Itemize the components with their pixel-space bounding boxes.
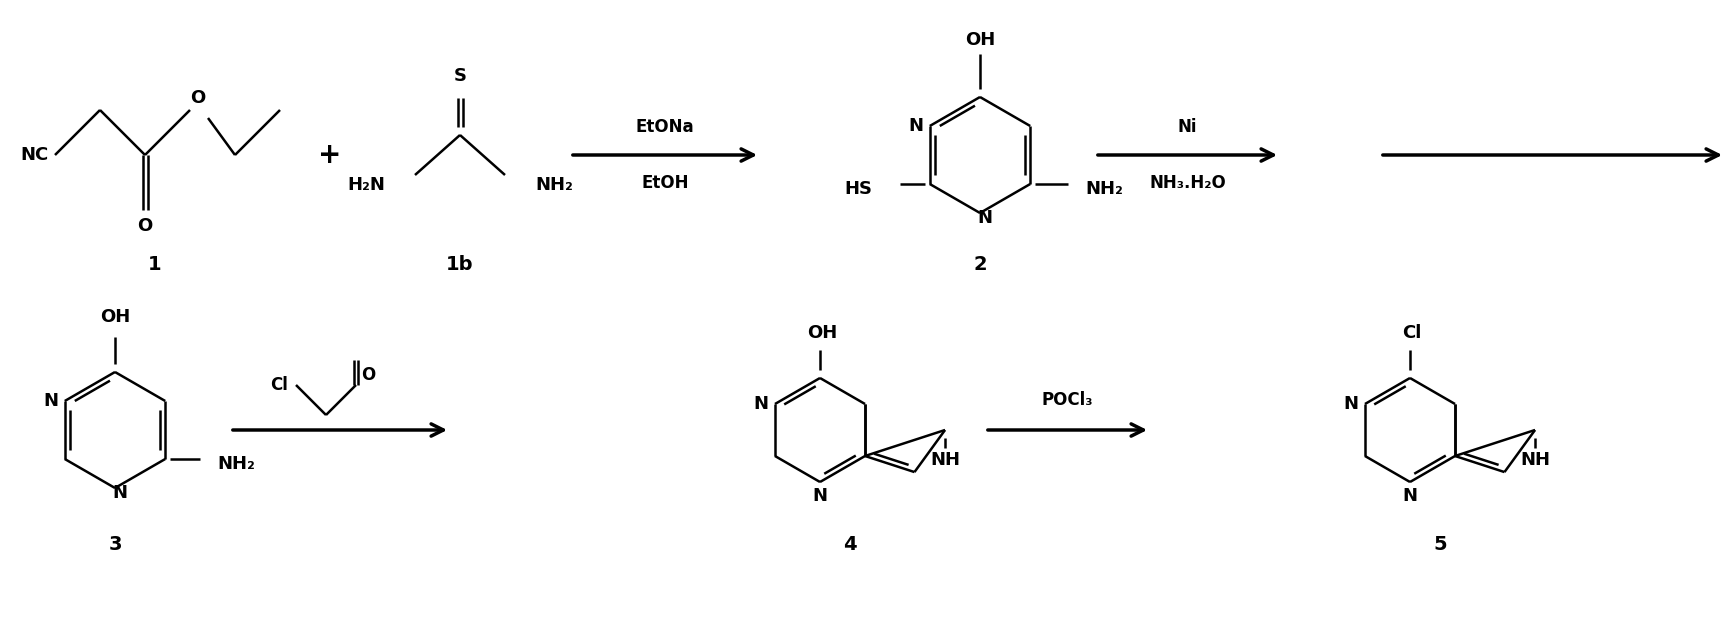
Text: 3: 3 [109, 536, 122, 554]
Text: 4: 4 [844, 536, 857, 554]
Text: Ni: Ni [1178, 118, 1197, 136]
Text: OH: OH [964, 31, 995, 49]
Text: H₂N: H₂N [347, 176, 385, 194]
Text: N: N [978, 209, 992, 227]
Text: N: N [754, 395, 768, 413]
Text: Cl: Cl [1402, 324, 1421, 342]
Text: S: S [454, 67, 466, 85]
Text: OH: OH [807, 324, 837, 342]
Text: N: N [812, 487, 828, 505]
Text: Cl: Cl [271, 376, 288, 394]
Text: 5: 5 [1433, 536, 1447, 554]
Text: N: N [112, 484, 128, 502]
Text: POCl₃: POCl₃ [1042, 391, 1094, 409]
Text: N: N [1344, 395, 1359, 413]
Text: O: O [138, 217, 152, 235]
Text: 1: 1 [148, 255, 162, 274]
Text: 2: 2 [973, 255, 987, 274]
Text: NH₂: NH₂ [535, 176, 573, 194]
Text: 1b: 1b [447, 255, 474, 274]
Text: HS: HS [845, 180, 873, 198]
Text: NC: NC [21, 146, 48, 164]
Text: +: + [319, 141, 342, 169]
Text: NH₂: NH₂ [1085, 180, 1123, 198]
Text: OH: OH [100, 308, 129, 326]
Text: EtONa: EtONa [637, 118, 693, 136]
Text: NH₂: NH₂ [217, 455, 255, 473]
Text: O: O [190, 89, 205, 107]
Text: NH: NH [930, 451, 961, 469]
Text: N: N [43, 392, 59, 410]
Text: NH₃.H₂O: NH₃.H₂O [1149, 174, 1226, 192]
Text: N: N [909, 117, 923, 135]
Text: EtOH: EtOH [642, 174, 688, 192]
Text: O: O [361, 366, 374, 384]
Text: NH: NH [1520, 451, 1551, 469]
Text: N: N [1402, 487, 1418, 505]
